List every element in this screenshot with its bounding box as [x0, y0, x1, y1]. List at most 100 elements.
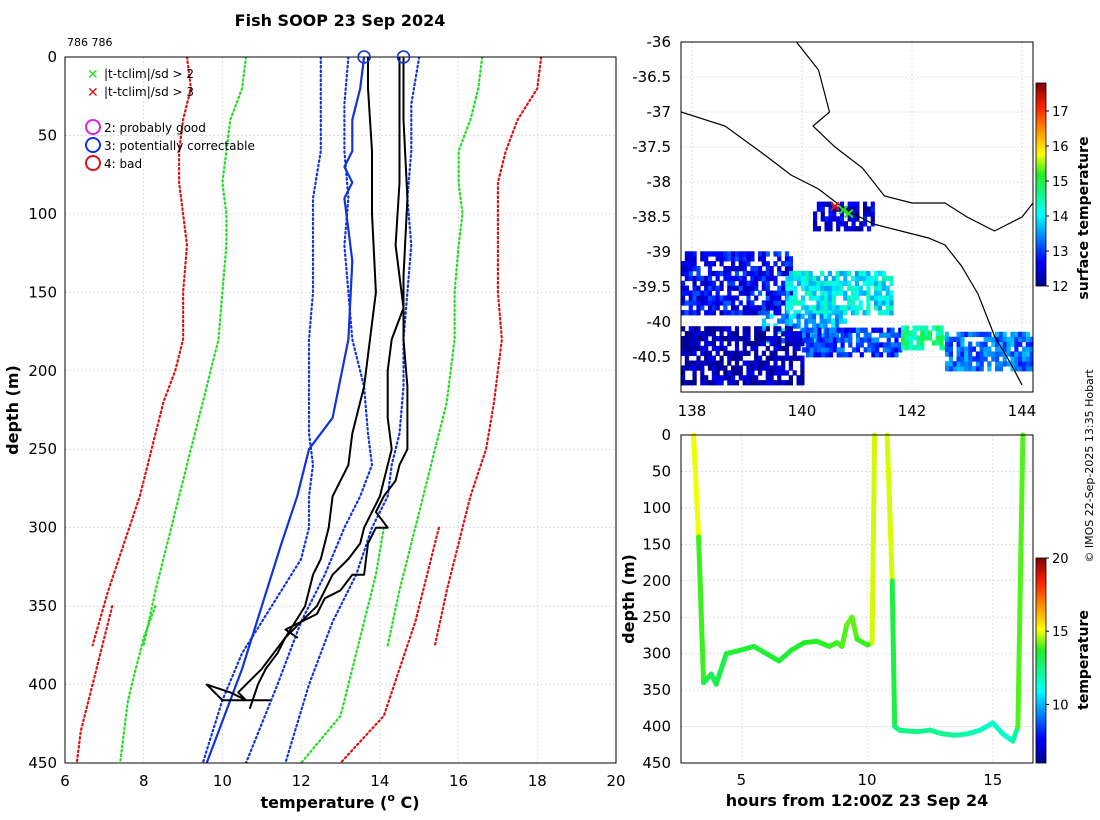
sst-cell [742, 310, 747, 316]
series-profile-3 [205, 57, 366, 763]
sst-cell [750, 270, 755, 277]
sst-cell [715, 380, 720, 386]
sst-cell [692, 345, 697, 352]
sst-cell [734, 256, 740, 262]
sst-cell [881, 285, 886, 291]
sst-cell [692, 360, 697, 366]
sst-cell [809, 337, 814, 343]
sst-cell [734, 251, 740, 257]
sst-cell [769, 290, 774, 296]
sst-cell [844, 337, 849, 343]
sst-cell [828, 352, 834, 358]
dt-x-tick-label: 10 [858, 771, 877, 789]
sst-cell [828, 347, 834, 353]
sst-cell [1014, 366, 1019, 372]
sst-cell [692, 365, 697, 371]
sst-cell [758, 365, 763, 371]
sst-cell [877, 285, 883, 291]
sst-cell [688, 266, 693, 272]
sst-cell [784, 323, 790, 329]
sst-cell [828, 206, 833, 212]
sst-cell [815, 323, 820, 329]
sst-cell [1014, 341, 1019, 347]
sst-cell [707, 275, 713, 282]
sst-cell [750, 310, 755, 316]
sst-cell [769, 295, 774, 301]
sst-cell [931, 325, 936, 331]
sst-cell [802, 332, 807, 338]
sst-cell [769, 305, 774, 311]
sst-cell [916, 325, 921, 331]
sst-cell [831, 295, 836, 301]
sst-cell [788, 261, 793, 267]
sst-cell [704, 336, 709, 342]
sst-cell [681, 375, 686, 381]
sst-cell [754, 360, 759, 366]
temp-colorbar [1035, 557, 1047, 764]
sst-cell [684, 380, 689, 386]
sst-cell [769, 380, 774, 386]
sst-cell [812, 295, 817, 301]
sst-cell [835, 318, 840, 324]
sst-cell [820, 206, 825, 212]
sst-cell [719, 261, 724, 267]
sst-cell [808, 285, 813, 291]
sst-cell [836, 337, 841, 343]
sst-cell [863, 327, 868, 333]
sst-cell [859, 352, 864, 358]
sst-cell [777, 355, 782, 361]
sst-cell [692, 275, 697, 282]
sst-cell [863, 332, 868, 338]
sst-cell [688, 256, 693, 262]
sst-cell [746, 280, 751, 286]
sst-cell [758, 380, 763, 386]
sst-cell [898, 327, 903, 333]
sst-cell [688, 290, 693, 296]
sst-cell [796, 331, 801, 337]
sst-cell [828, 226, 833, 232]
sst-cell [889, 310, 894, 316]
sst-cell [704, 350, 709, 356]
sst-cell [852, 347, 857, 353]
sst-cell [808, 270, 813, 277]
sst-cell [688, 340, 693, 347]
sst-cell [821, 347, 826, 353]
sst-cell [802, 327, 807, 333]
sst-cell [792, 323, 797, 329]
sst-cell [796, 323, 801, 329]
sst-cell [831, 323, 836, 329]
sst-cell [692, 350, 697, 356]
sst-cell [1029, 356, 1033, 362]
sst-cell [851, 206, 856, 212]
dt-y-tick-label: 50 [652, 462, 671, 480]
series-clim-2sd-deep [118, 604, 157, 763]
sst-cell [912, 330, 917, 336]
sst-cell [734, 360, 740, 366]
map-y-tick-label: -38 [647, 173, 672, 191]
green-x-icon: ✕ [87, 67, 99, 83]
sst-cell [1022, 351, 1027, 357]
legend-flag-2: |t-tclim|/sd > 2 [104, 67, 194, 81]
sst-cell [817, 332, 822, 338]
sst-cell [948, 346, 953, 352]
sst-cell [727, 251, 732, 257]
sst-cell [924, 330, 929, 336]
sst-cell [761, 318, 766, 324]
sst-cell [784, 370, 790, 376]
sst-cell [738, 290, 743, 296]
sst-cell [827, 270, 832, 277]
sst-cell [711, 251, 716, 257]
sst-cell [765, 323, 770, 329]
sst-cell [1025, 366, 1030, 372]
sst-cell [723, 266, 728, 272]
sst-cell [948, 356, 953, 362]
sst-cell [719, 300, 724, 306]
sst-cell [715, 375, 720, 381]
sst-cell [700, 300, 705, 306]
sst-cell [769, 350, 774, 356]
y-tick-label: 400 [28, 676, 57, 694]
sst-cell [711, 370, 716, 376]
x-tick-label: 10 [213, 772, 232, 790]
sst-cell [785, 275, 790, 282]
sst-cell [785, 295, 790, 301]
